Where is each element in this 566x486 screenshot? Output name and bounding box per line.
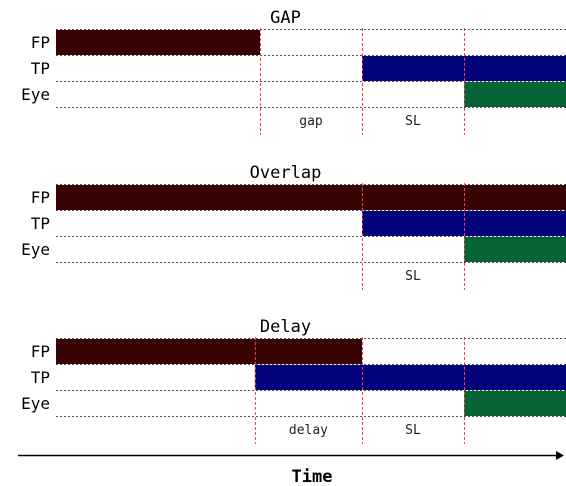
eye-bar bbox=[464, 237, 566, 262]
row-label-fp: FP bbox=[31, 188, 50, 207]
fp-bar bbox=[56, 339, 362, 364]
row-label-eye: Eye bbox=[21, 85, 50, 104]
panel-title: GAP bbox=[270, 8, 301, 28]
fp-bar bbox=[56, 30, 260, 55]
interval-label-gap: gap bbox=[299, 114, 323, 129]
time-axis-label: Time bbox=[292, 467, 333, 486]
panel-overlap: Overlap FP TP Eye SL bbox=[21, 163, 566, 290]
panel-title: Overlap bbox=[250, 163, 322, 183]
row-label-tp: TP bbox=[31, 59, 50, 78]
time-axis: Time bbox=[18, 451, 564, 486]
row-label-fp: FP bbox=[31, 33, 50, 52]
fp-bar bbox=[56, 185, 566, 210]
interval-label-sl: SL bbox=[405, 269, 421, 284]
eye-bar bbox=[464, 391, 566, 416]
eye-bar bbox=[464, 82, 566, 107]
interval-label-sl: SL bbox=[405, 423, 421, 438]
row-label-tp: TP bbox=[31, 214, 50, 233]
row-label-eye: Eye bbox=[21, 394, 50, 413]
panel-delay: Delay FP TP Eye delay SL bbox=[21, 317, 566, 444]
arrow-right-icon bbox=[556, 451, 564, 460]
tp-bar bbox=[254, 365, 566, 390]
panel-gap: GAP FP TP Eye gap SL bbox=[21, 8, 566, 135]
interval-label-sl: SL bbox=[405, 114, 421, 129]
interval-label-delay: delay bbox=[289, 423, 328, 438]
panel-title: Delay bbox=[260, 317, 311, 337]
row-label-eye: Eye bbox=[21, 240, 50, 259]
row-label-tp: TP bbox=[31, 368, 50, 387]
row-label-fp: FP bbox=[31, 342, 50, 361]
